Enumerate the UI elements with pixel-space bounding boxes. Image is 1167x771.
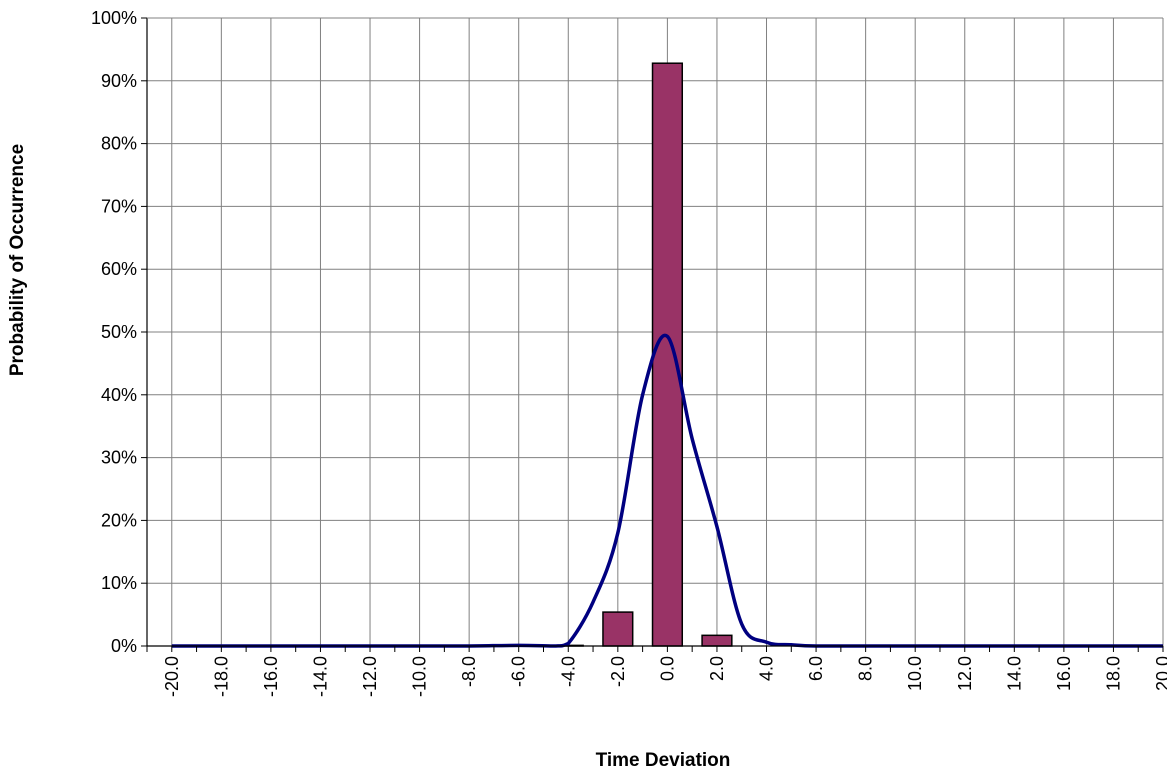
x-tick-label: -20.0: [162, 656, 182, 697]
y-tick-label: 90%: [101, 71, 137, 91]
y-axis-title: Probability of Occurrence: [7, 144, 28, 376]
x-tick-label: -14.0: [310, 656, 330, 697]
x-tick-label: 10.0: [905, 656, 925, 691]
x-tick-label: -18.0: [211, 656, 231, 697]
x-tick-label: 14.0: [1004, 656, 1024, 691]
y-tick-label: 70%: [101, 196, 137, 216]
y-tick-label: 0%: [111, 636, 137, 656]
x-tick-label: -6.0: [509, 656, 529, 687]
x-axis-title: Time Deviation: [596, 750, 731, 771]
y-tick-label: 80%: [101, 134, 137, 154]
y-tick-label: 50%: [101, 322, 137, 342]
y-tick-label: 60%: [101, 259, 137, 279]
bar: [701, 634, 733, 647]
x-tick-label: -10.0: [410, 656, 430, 697]
y-tick-label: 100%: [91, 8, 137, 28]
bar: [651, 62, 684, 647]
x-tick-label: -8.0: [459, 656, 479, 687]
bar-series: [552, 62, 733, 647]
x-tick-label: 16.0: [1054, 656, 1074, 691]
axes: [141, 17, 1164, 652]
x-tick-label: -2.0: [608, 656, 628, 687]
x-tick-labels: -20.0 -18.0 -16.0 -14.0 -12.0 -10.0 -8.0 -6.0 -4…: [162, 656, 1167, 697]
x-tick-label: 8.0: [856, 656, 876, 681]
y-tick-label: 10%: [101, 573, 137, 593]
y-tick-label: 40%: [101, 385, 137, 405]
x-tick-label: 2.0: [707, 656, 727, 681]
x-tick-label: 12.0: [955, 656, 975, 691]
x-tick-label: 6.0: [806, 656, 826, 681]
y-tick-label: 30%: [101, 448, 137, 468]
x-tick-label: -4.0: [558, 656, 578, 687]
y-tick-labels: 0% 10% 20% 30% 40% 50% 60% 70% 80% 90% 100%: [91, 8, 137, 656]
x-tick-label: -16.0: [261, 656, 281, 697]
bar: [602, 611, 634, 647]
x-tick-label: 4.0: [757, 656, 777, 681]
x-tick-label: -12.0: [360, 656, 380, 697]
x-tick-label: 20.0: [1153, 656, 1167, 691]
x-tick-label: 18.0: [1103, 656, 1123, 691]
y-tick-label: 20%: [101, 510, 137, 530]
x-tick-label: 0.0: [657, 656, 677, 681]
